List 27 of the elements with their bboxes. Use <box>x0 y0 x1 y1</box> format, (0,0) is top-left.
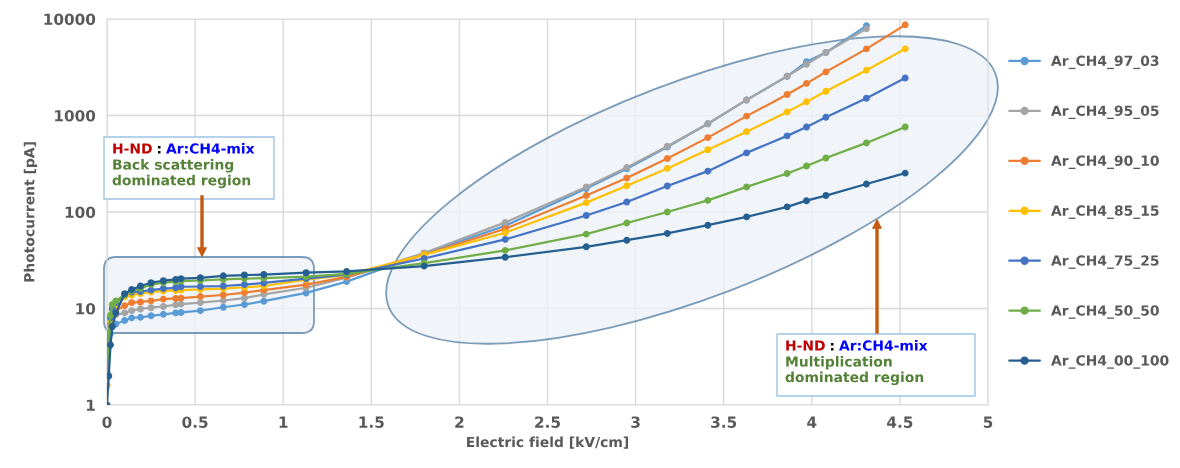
x-tick-label: 2.5 <box>535 416 560 428</box>
x-tick-label: 3.5 <box>711 416 737 428</box>
legend-label: Ar_CH4_00_100 <box>1051 355 1169 369</box>
y-axis-title: Photocurrent [pA] <box>23 142 38 282</box>
annotation: H-ND : Ar:CH4-mix Back scattering dominated region <box>112 143 255 189</box>
x-tick-label: 1.5 <box>359 416 384 428</box>
legend-label: Ar_CH4_90_10 <box>1051 155 1159 169</box>
x-tick-label: 0.5 <box>182 416 208 428</box>
x-axis-title: Electric field [kV/cm] <box>467 436 629 449</box>
x-tick-label: 5 <box>983 416 993 428</box>
y-tick-label: 10000 <box>44 13 96 26</box>
y-tick-label: 10 <box>76 302 96 315</box>
y-tick-label: 1000 <box>55 109 96 122</box>
x-tick-label: 3 <box>631 416 640 428</box>
x-tick-label: 1 <box>279 416 288 428</box>
annotation: H-ND : Ar:CH4-mix Multiplication dominated region <box>785 340 928 386</box>
legend-label: Ar_CH4_50_50 <box>1051 305 1159 319</box>
x-tick-label: 4 <box>807 416 817 428</box>
x-tick-label: 2 <box>455 416 464 428</box>
y-tick-label: 1 <box>86 399 95 411</box>
legend-label: Ar_CH4_75_25 <box>1051 255 1159 269</box>
x-tick-label: 4.5 <box>887 416 913 428</box>
y-tick-label: 100 <box>65 206 96 219</box>
legend-label: Ar_CH4_95_05 <box>1051 105 1159 120</box>
x-tick-label: 0 <box>102 416 112 428</box>
legend-label: Ar_CH4_97_03 <box>1051 55 1159 70</box>
legend-label: Ar_CH4_85_15 <box>1051 205 1159 219</box>
